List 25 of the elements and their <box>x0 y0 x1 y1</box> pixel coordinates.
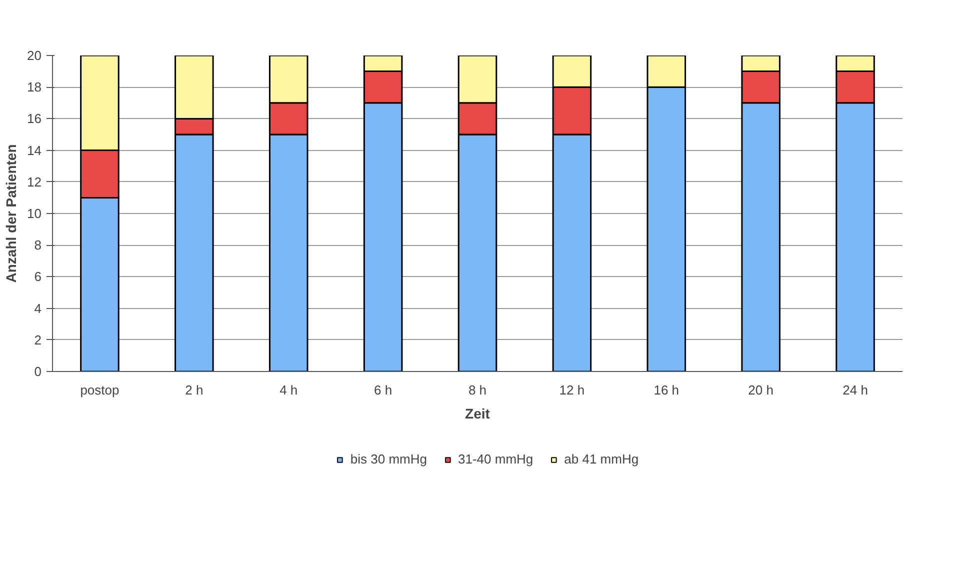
y-tick-label: 10 <box>27 206 42 221</box>
legend-label: bis 30 mmHg <box>350 452 428 466</box>
legend-label: ab 41 mmHg <box>564 452 639 466</box>
y-axis-title: Anzahl der Patienten <box>3 144 20 283</box>
y-tick-label: 0 <box>34 364 42 379</box>
x-tick-label: 24 h <box>842 382 868 398</box>
y-tick-label: 4 <box>34 300 42 316</box>
x-tick-label: 6 h <box>374 382 392 398</box>
y-tick-label: 12 <box>27 174 42 190</box>
legend-label: 31-40 mmHg <box>458 452 534 466</box>
y-tick-label: 14 <box>27 142 42 158</box>
x-axis-title: Zeit <box>465 406 490 422</box>
x-tick-label: 20 h <box>748 382 774 398</box>
y-tick-label: 20 <box>27 48 42 63</box>
x-tick-label: 2 h <box>185 382 204 398</box>
y-tick-label: 6 <box>34 269 42 284</box>
x-tick-label: 12 h <box>559 382 585 398</box>
x-tick-label: 4 h <box>280 382 298 398</box>
x-tick-label: 16 h <box>654 382 680 398</box>
y-tick-label: 18 <box>27 80 42 95</box>
x-tick-label: 8 h <box>468 382 487 398</box>
x-tick-label: postop <box>80 382 120 398</box>
y-tick-label: 2 <box>34 332 42 348</box>
y-tick-label: 16 <box>27 111 42 126</box>
y-tick-label: 8 <box>34 238 42 253</box>
